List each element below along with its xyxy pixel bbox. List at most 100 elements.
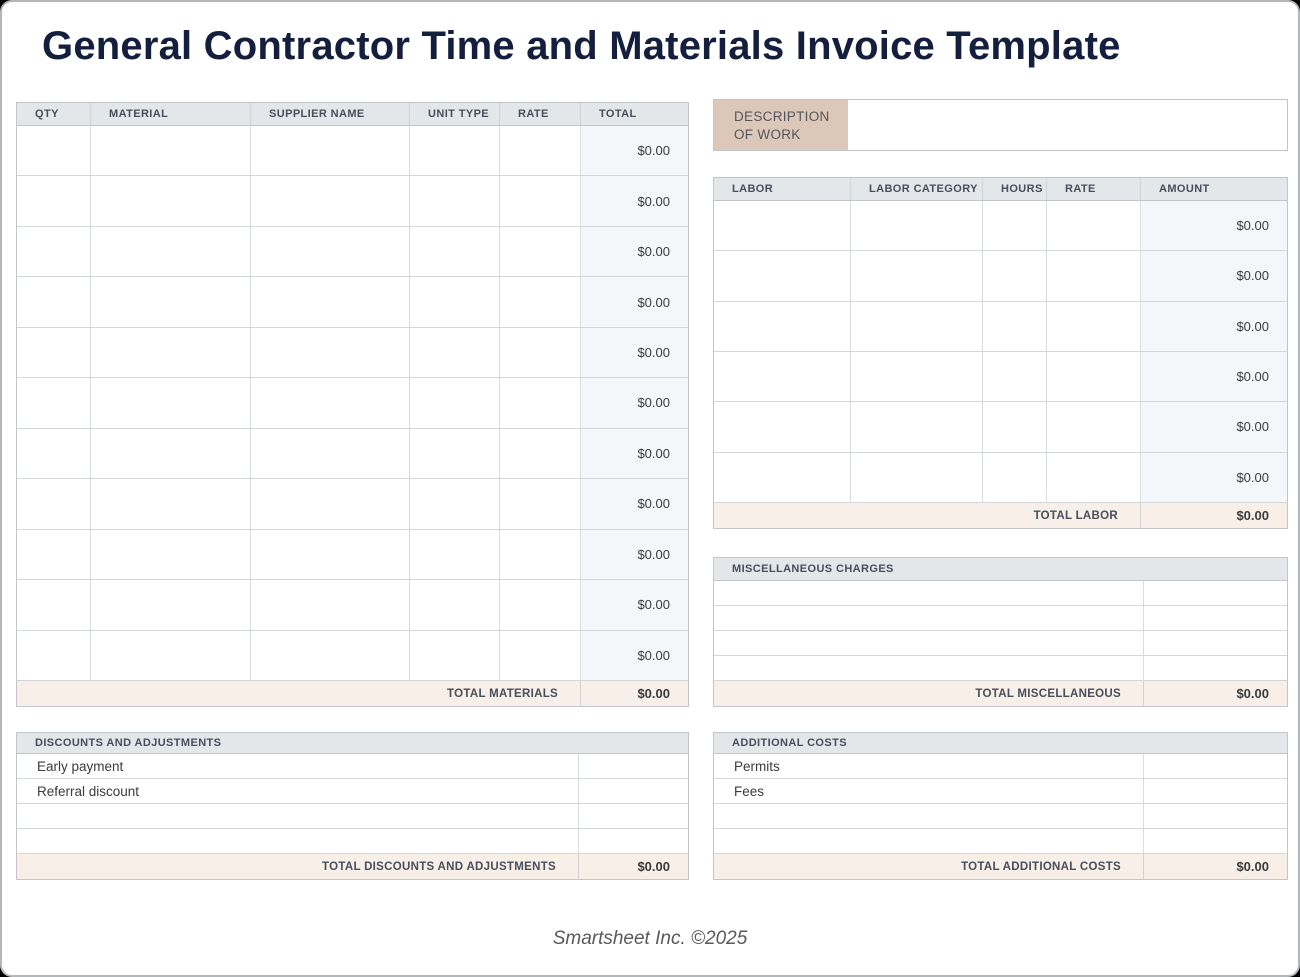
amount-cell[interactable]: $0.00 [581, 277, 688, 327]
empty-cell[interactable] [500, 327, 581, 378]
description-of-work-input[interactable] [848, 100, 1287, 150]
empty-cell[interactable] [851, 402, 983, 452]
miscellaneous-total-value[interactable]: $0.00 [1236, 686, 1269, 701]
empty-cell[interactable] [91, 327, 251, 378]
empty-cell[interactable] [91, 176, 251, 226]
empty-cell[interactable] [1047, 402, 1141, 452]
empty-cell[interactable] [851, 201, 983, 251]
empty-cell[interactable] [17, 428, 91, 479]
amount-cell[interactable]: $0.00 [1141, 351, 1287, 402]
empty-cell[interactable] [714, 351, 851, 402]
item-label-cell[interactable] [714, 804, 1144, 828]
empty-cell[interactable] [851, 301, 983, 351]
amount-cell[interactable]: $0.00 [1141, 251, 1287, 301]
empty-cell[interactable] [500, 428, 581, 479]
value-cell[interactable] [1144, 631, 1287, 655]
amount-cell[interactable]: $0.00 [581, 428, 688, 479]
amount-cell[interactable]: $0.00 [581, 529, 688, 580]
empty-cell[interactable] [410, 327, 500, 378]
amount-cell[interactable]: $0.00 [1141, 301, 1287, 351]
amount-cell[interactable]: $0.00 [581, 176, 688, 226]
empty-cell[interactable] [91, 277, 251, 327]
value-cell[interactable] [579, 754, 688, 778]
labor-total-value[interactable]: $0.00 [1236, 508, 1269, 523]
value-cell[interactable] [579, 804, 688, 828]
empty-cell[interactable] [251, 580, 410, 630]
empty-cell[interactable] [410, 277, 500, 327]
empty-cell[interactable] [1047, 251, 1141, 301]
amount-cell[interactable]: $0.00 [581, 630, 688, 680]
empty-cell[interactable] [91, 428, 251, 479]
empty-cell[interactable] [500, 630, 581, 680]
empty-cell[interactable] [851, 251, 983, 301]
item-label-cell[interactable] [17, 829, 579, 853]
empty-cell[interactable] [251, 327, 410, 378]
amount-cell[interactable]: $0.00 [581, 580, 688, 630]
empty-cell[interactable] [17, 176, 91, 226]
value-cell[interactable] [1144, 606, 1287, 630]
additional-costs-total-value[interactable]: $0.00 [1236, 859, 1269, 874]
item-label-cell[interactable] [17, 804, 579, 828]
empty-cell[interactable] [410, 479, 500, 529]
materials-total-value[interactable]: $0.00 [637, 686, 670, 701]
empty-cell[interactable] [17, 126, 91, 176]
empty-cell[interactable] [714, 201, 851, 251]
empty-cell[interactable] [410, 226, 500, 277]
empty-cell[interactable] [410, 428, 500, 479]
value-cell[interactable] [579, 829, 688, 853]
amount-cell[interactable]: $0.00 [1141, 402, 1287, 452]
item-label-cell[interactable] [714, 631, 1144, 655]
empty-cell[interactable] [500, 176, 581, 226]
empty-cell[interactable] [714, 452, 851, 502]
discounts-total-value[interactable]: $0.00 [637, 859, 670, 874]
empty-cell[interactable] [1047, 351, 1141, 402]
empty-cell[interactable] [17, 378, 91, 428]
empty-cell[interactable] [251, 277, 410, 327]
empty-cell[interactable] [251, 630, 410, 680]
empty-cell[interactable] [91, 378, 251, 428]
empty-cell[interactable] [91, 226, 251, 277]
empty-cell[interactable] [251, 479, 410, 529]
empty-cell[interactable] [251, 226, 410, 277]
empty-cell[interactable] [1047, 452, 1141, 502]
empty-cell[interactable] [410, 580, 500, 630]
empty-cell[interactable] [500, 277, 581, 327]
empty-cell[interactable] [983, 402, 1047, 452]
empty-cell[interactable] [17, 327, 91, 378]
item-label-cell[interactable] [714, 581, 1144, 605]
empty-cell[interactable] [410, 126, 500, 176]
empty-cell[interactable] [17, 479, 91, 529]
empty-cell[interactable] [91, 529, 251, 580]
value-cell[interactable] [579, 779, 688, 803]
amount-cell[interactable]: $0.00 [581, 226, 688, 277]
empty-cell[interactable] [983, 251, 1047, 301]
empty-cell[interactable] [91, 126, 251, 176]
empty-cell[interactable] [251, 176, 410, 226]
empty-cell[interactable] [500, 378, 581, 428]
item-label-cell[interactable]: Permits [714, 754, 1144, 778]
item-label-cell[interactable]: Fees [714, 779, 1144, 803]
empty-cell[interactable] [500, 226, 581, 277]
empty-cell[interactable] [500, 529, 581, 580]
value-cell[interactable] [1144, 754, 1287, 778]
empty-cell[interactable] [500, 126, 581, 176]
amount-cell[interactable]: $0.00 [1141, 201, 1287, 251]
empty-cell[interactable] [983, 351, 1047, 402]
item-label-cell[interactable] [714, 606, 1144, 630]
item-label-cell[interactable] [714, 656, 1144, 680]
amount-cell[interactable]: $0.00 [581, 479, 688, 529]
empty-cell[interactable] [851, 351, 983, 402]
empty-cell[interactable] [714, 301, 851, 351]
amount-cell[interactable]: $0.00 [581, 378, 688, 428]
item-label-cell[interactable] [714, 829, 1144, 853]
empty-cell[interactable] [983, 201, 1047, 251]
empty-cell[interactable] [91, 580, 251, 630]
empty-cell[interactable] [410, 529, 500, 580]
amount-cell[interactable]: $0.00 [581, 126, 688, 176]
empty-cell[interactable] [410, 176, 500, 226]
empty-cell[interactable] [17, 580, 91, 630]
empty-cell[interactable] [251, 428, 410, 479]
empty-cell[interactable] [714, 251, 851, 301]
empty-cell[interactable] [1047, 201, 1141, 251]
empty-cell[interactable] [251, 126, 410, 176]
